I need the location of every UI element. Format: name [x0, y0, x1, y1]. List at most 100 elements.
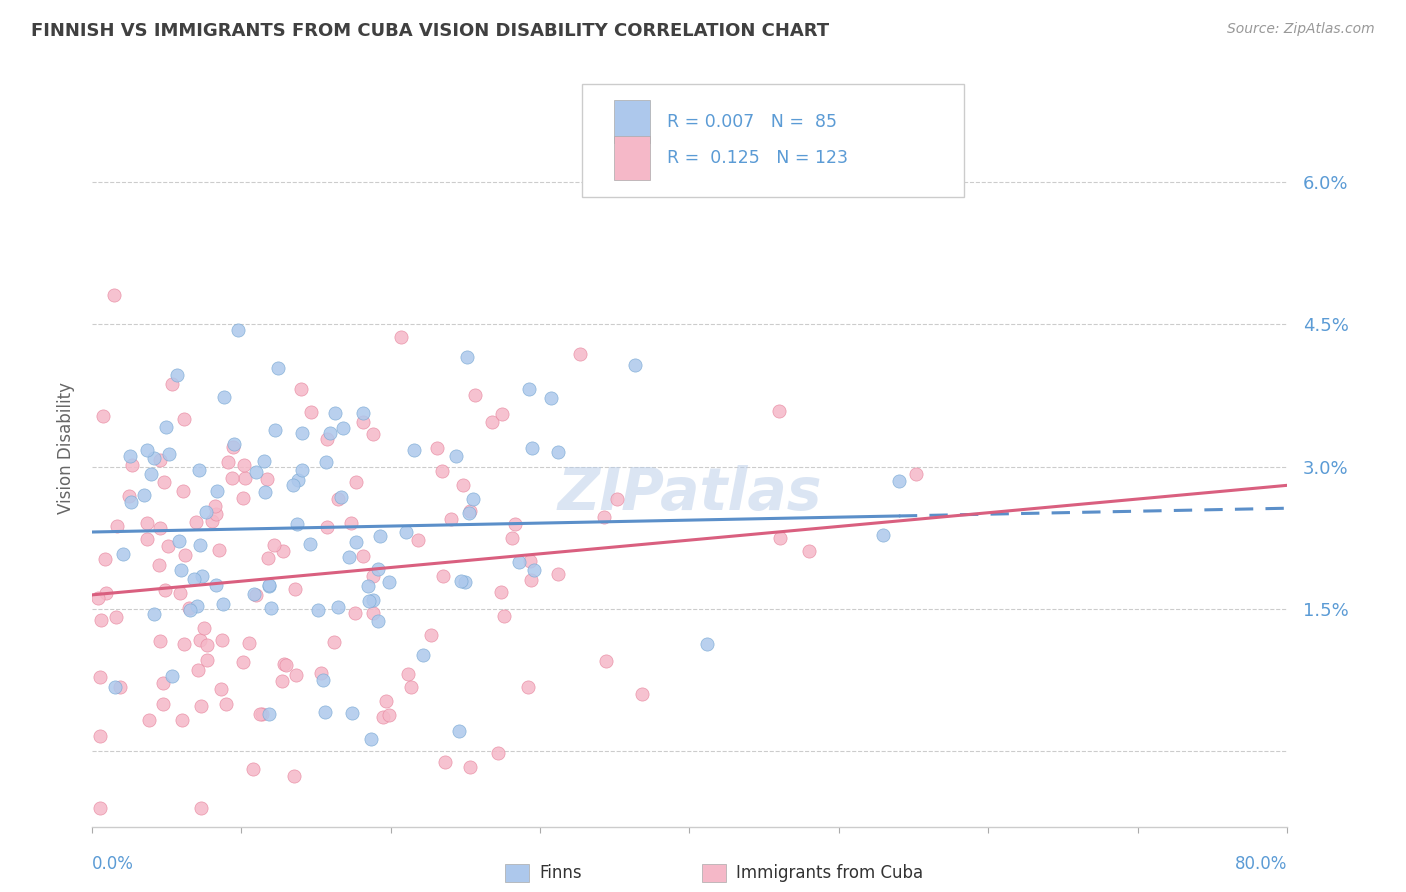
Point: [256, 472, 278, 486]
Point: [440, 512, 463, 526]
Point: [458, 760, 481, 774]
Point: [326, 599, 349, 614]
Point: [281, 478, 304, 492]
Point: [267, 360, 290, 375]
Point: [367, 562, 389, 576]
Point: [330, 490, 353, 504]
Point: [517, 680, 540, 694]
Point: [399, 680, 422, 694]
Point: [208, 543, 231, 558]
Point: [257, 706, 280, 721]
Point: [160, 669, 183, 683]
Point: [291, 463, 314, 477]
Point: [547, 566, 569, 581]
Point: [346, 475, 368, 490]
Point: [205, 577, 228, 591]
Point: [343, 606, 366, 620]
Point: [434, 755, 457, 769]
Point: [887, 474, 910, 488]
Point: [284, 582, 307, 597]
Point: [160, 377, 183, 392]
Point: [312, 673, 335, 687]
Point: [361, 426, 384, 441]
Point: [157, 539, 180, 553]
Point: [605, 491, 627, 506]
Point: [404, 442, 426, 457]
Text: ZIPatlas: ZIPatlas: [557, 465, 821, 522]
Point: [319, 425, 342, 440]
Point: [143, 607, 166, 622]
Point: [153, 475, 176, 490]
Point: [378, 574, 401, 589]
Point: [568, 347, 591, 361]
Point: [243, 587, 266, 601]
Point: [135, 516, 157, 530]
FancyBboxPatch shape: [614, 136, 650, 179]
Text: R =  0.125   N = 123: R = 0.125 N = 123: [666, 149, 848, 167]
Point: [323, 634, 346, 648]
Point: [285, 668, 308, 682]
Point: [136, 532, 159, 546]
Point: [463, 388, 485, 402]
Point: [519, 573, 541, 587]
Point: [103, 680, 125, 694]
Point: [249, 706, 271, 721]
Point: [191, 568, 214, 582]
Text: Finns: Finns: [538, 864, 582, 882]
Point: [337, 549, 360, 564]
Point: [309, 666, 332, 681]
Point: [204, 499, 226, 513]
Point: [264, 423, 287, 437]
Point: [103, 287, 125, 301]
Point: [170, 563, 193, 577]
Point: [451, 478, 474, 492]
Point: [209, 681, 232, 696]
Point: [357, 579, 380, 593]
Point: [450, 574, 472, 588]
Point: [211, 597, 233, 611]
Point: [461, 492, 484, 507]
Point: [406, 533, 429, 548]
Text: Immigrants from Cuba: Immigrants from Cuba: [735, 864, 922, 882]
Point: [238, 636, 260, 650]
Point: [769, 531, 792, 545]
Point: [520, 441, 543, 455]
Point: [253, 453, 276, 467]
Point: [111, 547, 134, 561]
Point: [143, 450, 166, 465]
Point: [323, 406, 346, 420]
Point: [93, 552, 115, 566]
Point: [298, 537, 321, 551]
Point: [190, 538, 212, 552]
Point: [87, 591, 110, 605]
Point: [905, 467, 928, 481]
Point: [201, 514, 224, 528]
Point: [290, 382, 312, 396]
Point: [193, 621, 215, 635]
Point: [96, 586, 118, 600]
Point: [257, 578, 280, 592]
Point: [368, 528, 391, 542]
Point: [173, 548, 195, 562]
Point: [491, 407, 513, 421]
Y-axis label: Vision Disability: Vision Disability: [58, 382, 75, 514]
Point: [194, 505, 217, 519]
Point: [432, 569, 454, 583]
Point: [456, 350, 478, 364]
Point: [257, 551, 280, 566]
Point: [217, 455, 239, 469]
Text: 80.0%: 80.0%: [1234, 855, 1286, 873]
Point: [157, 447, 180, 461]
Point: [352, 406, 374, 420]
Point: [105, 518, 128, 533]
Point: [361, 569, 384, 583]
Point: [307, 603, 329, 617]
Point: [232, 491, 254, 505]
Point: [481, 415, 503, 429]
Point: [314, 706, 336, 720]
Point: [872, 528, 894, 542]
Point: [91, 409, 114, 424]
Text: 0.0%: 0.0%: [91, 855, 134, 873]
Point: [426, 441, 449, 455]
Point: [233, 471, 256, 485]
